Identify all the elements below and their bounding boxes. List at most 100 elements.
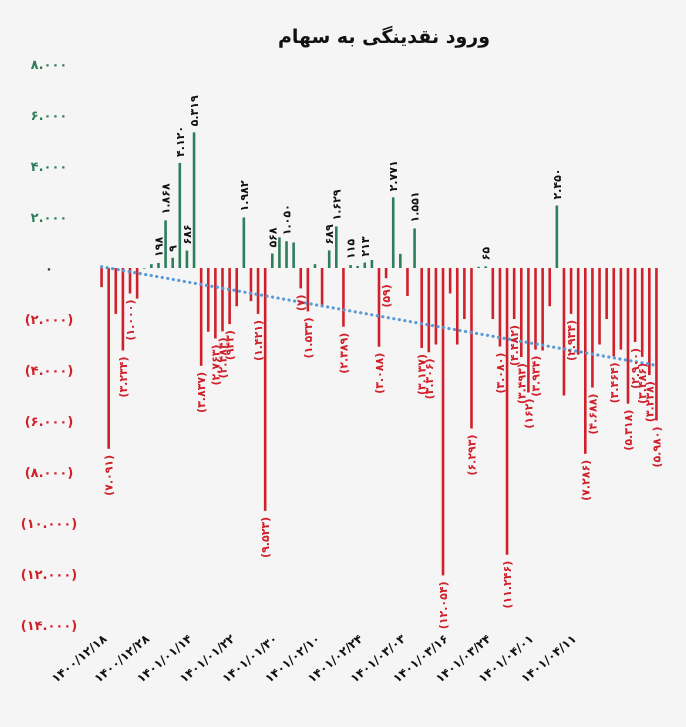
- bar-negative: [633, 268, 637, 342]
- data-label: ۱۹۸: [152, 237, 165, 257]
- bar-negative: [420, 268, 423, 348]
- bar-positive: [157, 262, 160, 268]
- trend-layer: [99, 265, 659, 368]
- bar-negative: [263, 268, 267, 511]
- y-tick-label: (۸.۰۰۰): [25, 466, 74, 481]
- y-axis-ticks: ۸.۰۰۰ ۶.۰۰۰ ۴.۰۰۰ ۲.۰۰۰ ۰ (۲.۰۰۰) (۴.۰۰۰) (۶.۰۰…: [21, 58, 78, 634]
- bar-negative: [605, 268, 608, 319]
- y-tick-label: ۶.۰۰۰: [31, 109, 68, 124]
- bar-negative: [228, 268, 231, 325]
- bar-positive: [370, 259, 374, 268]
- data-label: (۱۲.۰۵۴): [437, 581, 450, 629]
- bar-negative: [470, 268, 473, 429]
- data-label: (۳.۴۹۳): [515, 363, 528, 404]
- data-label: ۵۶۸: [266, 227, 279, 247]
- bar-negative: [256, 268, 260, 314]
- bar-negative: [491, 268, 495, 319]
- data-label: ۶۸۶: [181, 224, 194, 244]
- data-label: (۳.۰۸۸): [373, 353, 386, 394]
- data-label: (۷.۲۸۶): [579, 460, 592, 501]
- bar-negative: [576, 268, 580, 355]
- bar-negative: [384, 268, 388, 279]
- bar-positive: [142, 268, 146, 269]
- bar-negative: [100, 268, 103, 288]
- data-label: (۳.۲۳۴): [117, 356, 130, 397]
- bar-negative: [612, 268, 616, 357]
- bar-negative: [505, 268, 509, 555]
- bar-positive: [356, 265, 359, 268]
- bar-positive: [555, 205, 559, 268]
- data-label: (۱۶۲): [522, 398, 535, 428]
- bar-negative: [206, 268, 210, 332]
- data-label: (۴.۶۸۸): [586, 394, 599, 435]
- bar-negative: [648, 268, 651, 376]
- bar-positive: [178, 162, 182, 268]
- data-label: (۲.۴۸۴): [216, 337, 229, 378]
- bar-positive: [399, 253, 402, 268]
- data-label: ۲.۴۵۰: [551, 168, 564, 199]
- y-tick-label: (۱۴.۰۰۰): [21, 619, 78, 634]
- data-label: (۹۴۳): [224, 330, 237, 360]
- bar-negative: [448, 268, 452, 294]
- y-tick-label: ۴.۰۰۰: [31, 160, 68, 175]
- x-axis-ticks: ۱۴۰۰/۱۲/۱۸۱۴۰۰/۱۲/۲۸۱۴۰۱/۰۱/۱۴۱۴۰۱/۰۱/۲۲…: [49, 631, 579, 685]
- bar-negative: [455, 268, 459, 345]
- data-label: (۳.۲۳۸): [643, 381, 656, 422]
- data-label: (۹.۵۲۳): [259, 517, 272, 558]
- data-label: (۳.۹۳۴): [530, 356, 543, 397]
- y-tick-label: (۶.۰۰۰): [25, 415, 74, 430]
- data-label: ۱.۰۵۰: [281, 204, 294, 235]
- bar-negative: [626, 268, 630, 404]
- bar-positive: [484, 266, 488, 268]
- bar-positive: [413, 228, 416, 268]
- bar-negative: [107, 268, 110, 449]
- bars-layer: [100, 132, 658, 576]
- data-label: (۷): [295, 294, 308, 311]
- bar-negative: [598, 268, 601, 345]
- y-tick-label: (۱۲.۰۰۰): [21, 568, 78, 583]
- data-label: (۱.۴۲۱): [252, 320, 265, 361]
- y-tick-label: (۱۰.۰۰۰): [21, 517, 78, 532]
- data-label: (۲.۷۶۳): [209, 344, 222, 385]
- bar-positive: [292, 242, 295, 268]
- data-label: (۵۹): [380, 284, 393, 307]
- bar-negative: [320, 268, 324, 308]
- data-label: (۲.۹۳۴): [565, 320, 578, 361]
- bar-positive: [285, 241, 288, 268]
- data-label: ۱۱۵: [345, 239, 358, 259]
- bar-positive: [270, 253, 274, 268]
- bar-negative: [299, 268, 303, 289]
- bar-positive: [363, 262, 367, 268]
- bar-negative: [519, 268, 523, 358]
- bar-positive: [242, 217, 246, 268]
- data-label: (۳.۸۳۷): [195, 372, 208, 413]
- bar-positive: [185, 250, 189, 268]
- chart-title: ورود نقدینگی به سهام: [278, 25, 490, 48]
- data-label: (۶.۲۹۳): [465, 434, 478, 475]
- bar-negative: [548, 268, 552, 307]
- bar-positive: [477, 266, 480, 268]
- bar-negative: [114, 268, 118, 314]
- data-label: (۳.۱۳۷): [416, 354, 429, 395]
- bar-negative: [221, 268, 224, 332]
- bar-negative: [214, 268, 217, 339]
- data-labels-layer: (۷.۰۹۱) (۳.۲۳۴) (۱.۰۰۰) ۱۹۸ ۱.۸۶۸ ۹ ۴.۱۲۰ ۶۸۶ ۵.…: [103, 95, 664, 629]
- data-label: (۲.۹۰۰): [629, 348, 642, 389]
- data-label: ۱.۶۲۹: [330, 189, 343, 220]
- bar-positive: [313, 264, 317, 268]
- data-label: ۲۱۳: [359, 236, 372, 256]
- bar-negative: [512, 268, 516, 319]
- data-label: ۲.۷۷۱: [387, 160, 400, 191]
- y-tick-label: (۲.۰۰۰): [25, 313, 74, 328]
- trendline: [99, 265, 659, 368]
- bar-negative: [541, 268, 544, 351]
- bar-negative: [640, 268, 644, 357]
- bar-negative: [135, 268, 139, 299]
- data-label: ۶۵: [480, 247, 493, 261]
- data-label: (۷.۰۹۱): [103, 455, 116, 496]
- data-label: (۲.۳۸۹): [337, 333, 350, 374]
- data-label: (۳.۴۸۶): [636, 363, 649, 404]
- bar-positive: [150, 264, 153, 268]
